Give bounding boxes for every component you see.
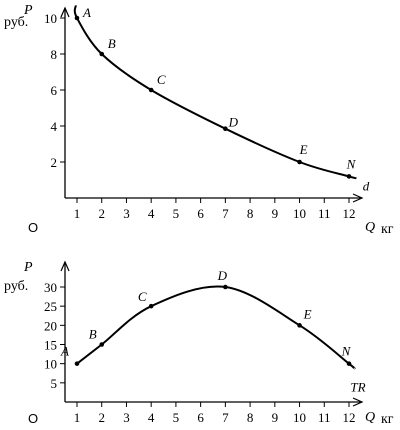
y-tick-label: 8 — [51, 47, 58, 62]
y-tick-label: 25 — [44, 299, 57, 314]
x-tick-label: 5 — [173, 410, 180, 425]
y-tick-label: 15 — [44, 338, 57, 353]
point-a — [74, 15, 80, 21]
point-e — [297, 159, 302, 165]
point-label: D — [217, 268, 228, 283]
curve-line — [73, 5, 358, 180]
x-tick-label: 11 — [318, 206, 331, 221]
x-tick-label: 3 — [123, 206, 130, 221]
curve-line — [76, 285, 356, 370]
point-b — [99, 342, 105, 347]
y-tick-label: 6 — [51, 83, 58, 98]
x-tick-label: 4 — [148, 206, 155, 221]
x-tick-label: 10 — [293, 206, 306, 221]
x-tick-label: 6 — [197, 410, 204, 425]
x-axis-unit: кг — [381, 222, 394, 237]
y-tick-label: 5 — [51, 376, 58, 391]
x-tick-label: 2 — [98, 206, 105, 221]
point-label: E — [303, 306, 312, 321]
x-tick-label: 3 — [123, 410, 130, 425]
point-n — [346, 361, 352, 366]
point-label: A — [82, 5, 91, 20]
y-tick-label: 2 — [51, 155, 58, 170]
x-axis-label: Q — [365, 410, 375, 425]
point-e — [297, 323, 302, 328]
x-axis-arrow — [352, 397, 364, 407]
x-tick-label: 5 — [173, 206, 180, 221]
x-tick-label: 11 — [318, 410, 331, 425]
x-tick-label: 6 — [197, 206, 204, 221]
point-n — [346, 174, 352, 179]
point-label: N — [341, 344, 352, 359]
point-label: C — [138, 289, 147, 304]
x-tick-label: 10 — [293, 410, 306, 425]
y-tick-label: 4 — [51, 119, 58, 134]
x-tick-label: 8 — [247, 206, 254, 221]
y-tick-label: 30 — [44, 280, 57, 295]
x-axis-unit: кг — [381, 412, 394, 427]
y-tick-label: 10 — [44, 357, 57, 372]
point-d — [223, 284, 228, 290]
x-tick-label: 4 — [148, 410, 155, 425]
point-label: A — [60, 344, 69, 359]
y-axis-arrow — [60, 6, 70, 18]
y-axis-label: P — [23, 3, 33, 18]
x-axis-label: Q — [365, 220, 375, 235]
x-tick-label: 7 — [222, 410, 229, 425]
point-d — [223, 126, 228, 131]
point-c — [148, 303, 154, 309]
point-label: B — [108, 36, 116, 51]
x-tick-label: 12 — [343, 410, 356, 425]
x-axis-arrow — [352, 193, 364, 203]
point-b — [99, 51, 105, 57]
y-axis-arrow — [60, 260, 70, 272]
point-a — [74, 361, 80, 366]
point-label: N — [346, 156, 357, 171]
point-label: B — [89, 327, 97, 342]
x-tick-label: 9 — [272, 206, 279, 221]
point-c — [148, 87, 154, 93]
x-tick-label: 7 — [222, 206, 229, 221]
x-tick-label: 12 — [343, 206, 356, 221]
origin-label: O — [28, 220, 38, 235]
origin-label: O — [28, 411, 38, 426]
point-label: E — [299, 142, 308, 157]
x-tick-label: 8 — [247, 410, 254, 425]
point-label: D — [228, 115, 239, 130]
curve-label: d — [363, 178, 370, 193]
y-axis-label: P — [23, 260, 33, 275]
x-tick-label: 9 — [272, 410, 279, 425]
curve-label: TR — [350, 380, 365, 395]
y-axis-unit: руб. — [4, 279, 28, 294]
x-tick-label: 2 — [98, 410, 105, 425]
y-axis-unit: руб. — [4, 15, 28, 30]
x-tick-label: 1 — [74, 410, 81, 425]
y-tick-label: 20 — [44, 318, 57, 333]
x-tick-label: 1 — [74, 206, 81, 221]
y-tick-label: 10 — [44, 11, 57, 26]
point-label: C — [157, 72, 166, 87]
